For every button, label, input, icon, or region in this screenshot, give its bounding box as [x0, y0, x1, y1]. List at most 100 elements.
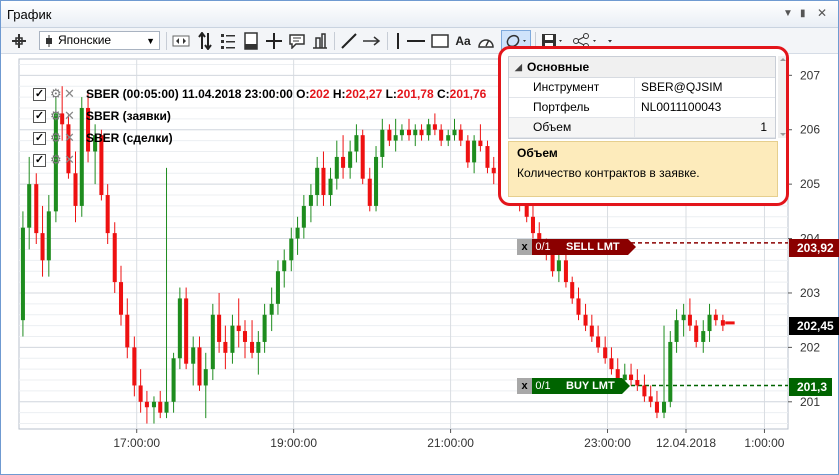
- chart-type-select[interactable]: Японские ▼: [39, 31, 160, 50]
- candle-body: [661, 401, 667, 413]
- cancel-order-button[interactable]: x: [517, 239, 532, 255]
- property-value[interactable]: NL0011100043: [641, 100, 722, 114]
- legend-checkbox[interactable]: ✓: [33, 153, 46, 167]
- candle-body: [399, 129, 404, 136]
- candle-body: [694, 325, 699, 342]
- x-tick-label: 19:00:00: [270, 436, 317, 450]
- save-icon[interactable]: [539, 30, 567, 52]
- candle-body: [563, 260, 568, 283]
- candle-body: [79, 107, 84, 206]
- legend-checkbox[interactable]: ✓: [33, 109, 46, 123]
- candle-body: [158, 401, 163, 413]
- candle-body: [367, 178, 372, 206]
- x-tick-label: 23:00:00: [584, 436, 631, 450]
- rectangle-icon[interactable]: [430, 30, 450, 52]
- autoscale-icon[interactable]: [195, 30, 215, 52]
- candle-body: [99, 135, 104, 196]
- draw-order-icon[interactable]: [310, 30, 330, 52]
- speedometer-icon[interactable]: [476, 30, 496, 52]
- cancel-order-button[interactable]: x: [517, 378, 532, 394]
- buy-order-marker[interactable]: x 0/1 BUY LMT: [517, 378, 630, 394]
- description-text: Количество контрактов в заявке.: [517, 166, 700, 180]
- order-label: BUY LMT: [554, 378, 622, 394]
- candle-body: [184, 298, 189, 364]
- property-row[interactable]: Инструмент SBER@QJSIM: [509, 78, 775, 98]
- toolbar: Японские ▼: [1, 28, 838, 54]
- gear-icon[interactable]: ⚙: [50, 86, 62, 101]
- candle-body: [707, 314, 712, 332]
- candle-body: [105, 195, 110, 234]
- close-icon[interactable]: ✕: [64, 130, 75, 145]
- gear-icon[interactable]: ⚙: [50, 130, 62, 145]
- candle-body: [308, 195, 313, 206]
- candle-body: [446, 135, 451, 141]
- price-chart[interactable]: 20720620520420320220117:00:0019:00:0021:…: [1, 55, 838, 475]
- candle-body: [478, 140, 483, 147]
- y-tick-label: 203: [800, 286, 820, 300]
- y-tick-label: 205: [800, 177, 820, 191]
- sell-order-marker[interactable]: x 0/1 SELL LMT: [517, 239, 636, 255]
- text-icon[interactable]: Aa: [455, 34, 471, 48]
- annotation-icon[interactable]: [287, 30, 307, 52]
- legend-c-label: C:: [436, 87, 450, 101]
- candle-body: [354, 135, 359, 152]
- category-label: Основные: [527, 60, 590, 74]
- candle-body: [713, 314, 718, 321]
- separator: [334, 32, 335, 50]
- chart-type-value: Японские: [58, 33, 112, 47]
- candle-body: [171, 358, 176, 402]
- candle-body: [34, 184, 39, 234]
- candle-body: [334, 156, 339, 179]
- collapse-triangle-icon[interactable]: ◢: [515, 62, 522, 72]
- window-menu-icon[interactable]: ▼: [783, 8, 793, 19]
- new-area-icon[interactable]: [241, 30, 261, 52]
- close-icon[interactable]: ✕: [64, 152, 75, 167]
- y-tick-label: 202: [800, 340, 820, 354]
- add-indicator-icon[interactable]: [8, 30, 30, 52]
- candle-body: [86, 107, 91, 152]
- close-icon[interactable]: ✕: [64, 86, 75, 101]
- horizontal-line-icon[interactable]: [405, 30, 427, 52]
- gear-icon[interactable]: ⚙: [50, 108, 62, 123]
- property-scrollbar[interactable]: [778, 56, 786, 138]
- property-row[interactable]: Объем 1: [509, 118, 775, 138]
- pin-icon[interactable]: ▮: [800, 8, 806, 19]
- vertical-line-icon[interactable]: [392, 30, 404, 52]
- candle-body: [360, 135, 365, 179]
- candle-body: [60, 113, 65, 125]
- candle-body: [112, 233, 117, 283]
- legend-main: ✓ ⚙ ✕ SBER (00:05:00) 11.04.2018 23:00:0…: [33, 86, 486, 102]
- property-row[interactable]: Портфель NL0011100043: [509, 98, 775, 118]
- close-icon[interactable]: ✕: [64, 108, 75, 123]
- y-tick-label: 207: [800, 68, 820, 82]
- scroll-icon[interactable]: [171, 30, 191, 52]
- property-category[interactable]: ◢ Основные: [509, 57, 775, 78]
- arrow-icon[interactable]: [361, 30, 383, 52]
- close-icon[interactable]: ✕: [817, 6, 828, 20]
- crosshair-icon[interactable]: [264, 30, 284, 52]
- volume-input[interactable]: 1: [760, 120, 767, 134]
- candle-body: [530, 216, 535, 234]
- property-value[interactable]: SBER@QJSIM: [641, 80, 723, 94]
- candle-body: [282, 260, 287, 272]
- candle-body: [27, 184, 32, 228]
- legend-checkbox[interactable]: ✓: [33, 131, 46, 145]
- candle-body: [20, 227, 25, 321]
- candle-body: [524, 205, 529, 217]
- candle-body: [583, 314, 588, 326]
- legend-h-label: H:: [332, 87, 346, 101]
- candle-body: [615, 369, 620, 381]
- line-icon[interactable]: [339, 30, 359, 52]
- gear-icon[interactable]: ⚙: [50, 152, 62, 167]
- candle-body: [589, 325, 594, 337]
- candle-body: [328, 178, 333, 196]
- sell-price-tag: 203,92: [789, 239, 839, 257]
- legend-icon[interactable]: [218, 30, 238, 52]
- title-bar[interactable]: График ▼ ▮ ✕: [1, 1, 838, 28]
- legend-h-value: 202,27: [345, 87, 383, 101]
- candle-body: [426, 124, 431, 136]
- candle-body: [132, 347, 137, 386]
- legend-checkbox[interactable]: ✓: [33, 87, 46, 101]
- candle-body: [687, 314, 692, 326]
